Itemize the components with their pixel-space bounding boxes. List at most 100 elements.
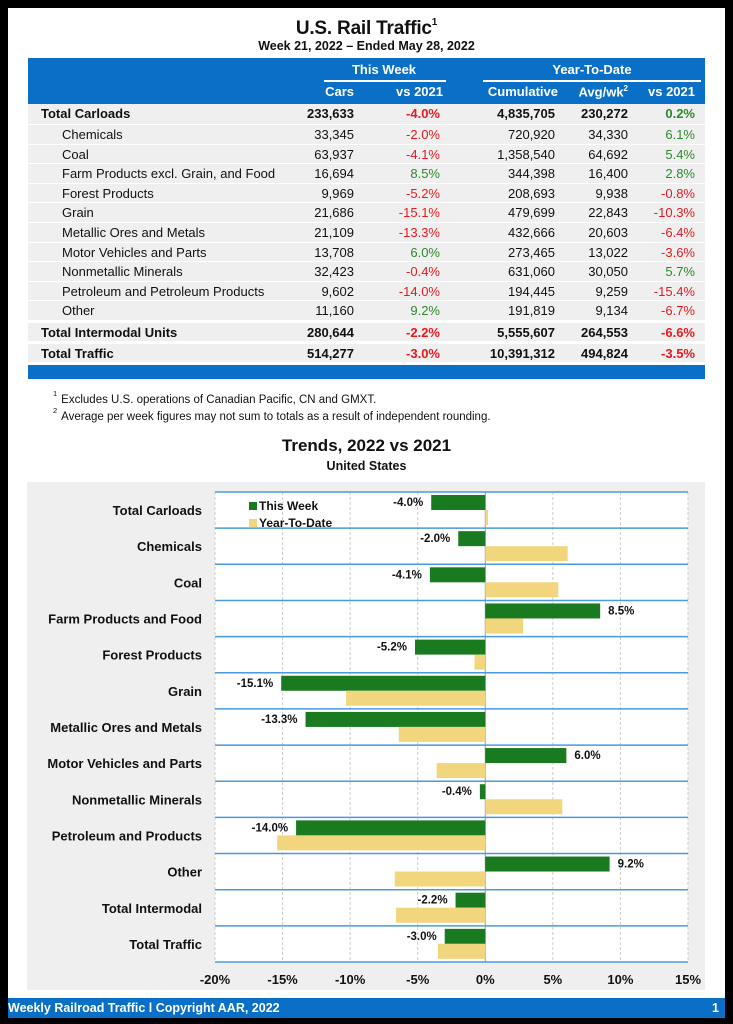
avg-wk-value: 30,050 — [588, 264, 628, 280]
x-tick-label: -20% — [200, 972, 231, 987]
footnote-mark: 2 — [53, 406, 58, 415]
col-header-vs-week: vs 2021 — [396, 84, 443, 99]
bar-year-to-date — [474, 654, 486, 670]
category-label: Chemicals — [137, 539, 202, 554]
row-label: Grain — [62, 205, 94, 221]
page-subtitle: Week 21, 2022 – Ended May 28, 2022 — [258, 39, 475, 53]
data-label: -2.2% — [418, 895, 448, 907]
legend-label-ytd: Year-To-Date — [259, 516, 332, 530]
vs-2021-week-value: -3.0% — [406, 345, 440, 361]
row-label: Coal — [62, 146, 89, 162]
data-label: 9.2% — [618, 859, 644, 871]
cumulative-value: 191,819 — [508, 303, 555, 319]
data-label: -5.2% — [377, 642, 407, 654]
table-row: Total Carloads 233,633 -4.0% 4,835,705 230,2… — [28, 104, 705, 125]
group-underline — [483, 80, 701, 82]
vs-2021-ytd-value: -0.8% — [661, 185, 695, 201]
legend-label-this-week: This Week — [259, 499, 318, 513]
bar-year-to-date — [346, 690, 486, 706]
cars-value: 9,969 — [321, 185, 354, 201]
bar-this-week — [458, 531, 486, 547]
row-label: Chemicals — [62, 127, 123, 142]
page-title: U.S. Rail Traffic1 — [8, 16, 725, 40]
footnote-2: 2Average per week figures may not sum to… — [53, 406, 491, 423]
row-label: Motor Vehicles and Parts — [62, 244, 207, 260]
footnote-text: Average per week figures may not sum to … — [61, 410, 491, 423]
table-footer-bar — [28, 364, 705, 379]
row-label: Nonmetallic Minerals — [62, 264, 183, 280]
col-header-cars: Cars — [325, 84, 354, 99]
avg-footnote-mark: 2 — [623, 84, 628, 93]
cars-value: 233,633 — [307, 106, 354, 121]
data-label: -14.0% — [252, 822, 288, 834]
category-label: Nonmetallic Minerals — [72, 792, 202, 807]
x-tick-label: 5% — [543, 972, 562, 987]
table-row: Motor Vehicles and Parts 13,708 6.0% 273,46… — [28, 242, 705, 263]
page: U.S. Rail Traffic1 Week 21, 2022 – Ended… — [8, 8, 725, 1018]
data-label: -0.4% — [442, 786, 472, 798]
footer-copyright: Weekly Railroad Traffic l Copyright AAR,… — [8, 1001, 280, 1015]
vs-2021-week-value: -2.2% — [406, 324, 440, 340]
row-label: Other — [62, 303, 95, 319]
category-label: Grain — [168, 684, 202, 699]
col-header-cumulative: Cumulative — [487, 84, 558, 99]
bar-this-week — [485, 748, 567, 764]
cumulative-value: 344,398 — [508, 166, 555, 182]
bar-year-to-date — [485, 799, 563, 815]
legend-swatch-this-week — [249, 502, 257, 510]
cars-value: 21,686 — [314, 205, 354, 221]
cars-value: 11,160 — [315, 303, 354, 319]
title-text: U.S. Rail Traffic — [295, 18, 432, 39]
category-label: Total Traffic — [129, 937, 202, 952]
footnote-1: 1Excludes U.S. operations of Canadian Pa… — [53, 389, 377, 406]
x-tick-label: -5% — [406, 972, 430, 987]
bar-this-week — [444, 928, 486, 944]
vs-2021-ytd-value: 6.1% — [665, 127, 695, 142]
bar-this-week — [281, 675, 486, 691]
footnote-text: Excludes U.S. operations of Canadian Pac… — [61, 393, 377, 406]
title-footnote-mark: 1 — [431, 16, 438, 28]
col-header-avg-wk: Avg/wk2 — [579, 84, 628, 99]
avg-wk-value: 16,400 — [588, 166, 628, 182]
category-label: Metallic Ores and Metals — [50, 720, 202, 735]
vs-2021-ytd-value: -6.4% — [661, 224, 695, 240]
cars-value: 32,423 — [314, 264, 354, 280]
avg-wk-value: 9,938 — [595, 185, 628, 201]
vs-2021-week-value: -13.3% — [398, 224, 440, 240]
category-label: Coal — [174, 575, 202, 590]
vs-2021-ytd-value: -10.3% — [653, 205, 695, 221]
data-label: -15.1% — [237, 678, 273, 690]
avg-wk-value: 264,553 — [581, 324, 628, 340]
legend-swatch-ytd — [249, 519, 257, 527]
avg-wk-value: 9,259 — [595, 283, 628, 299]
chart-panel: -20% -15% -10% -5% 0% 5% 10% 15% Total Carloads -… — [27, 482, 705, 990]
data-label: -2.0% — [420, 533, 450, 545]
category-label: Other — [167, 865, 202, 880]
avg-wk-value: 34,330 — [588, 127, 628, 142]
table-row: Grain 21,686 -15.1% 479,699 22,843 -10.3% — [28, 203, 705, 223]
bar-year-to-date — [394, 871, 486, 887]
bar-year-to-date — [437, 943, 486, 959]
bar-this-week — [296, 820, 486, 836]
cars-value: 16,694 — [314, 166, 354, 182]
table-row: Other 11,160 9.2% 191,819 9,134 -6.7% — [28, 301, 705, 321]
category-label: Petroleum and Products — [52, 828, 202, 843]
vs-2021-week-value: 9.2% — [410, 303, 440, 319]
bar-year-to-date — [398, 726, 486, 742]
cumulative-value: 10,391,312 — [489, 345, 555, 361]
cumulative-value: 4,835,705 — [497, 106, 555, 121]
avg-wk-text: Avg/wk — [578, 84, 624, 100]
x-tick-label: 15% — [675, 972, 701, 987]
data-label: -4.0% — [393, 497, 423, 509]
avg-wk-value: 64,692 — [588, 146, 628, 162]
cumulative-value: 631,060 — [508, 264, 555, 280]
avg-wk-value: 494,824 — [581, 345, 628, 361]
cumulative-value: 479,699 — [508, 205, 555, 221]
traffic-table: This Week Year-To-Date Cars vs 2021 Cumu… — [28, 58, 705, 379]
row-label: Forest Products — [62, 185, 154, 201]
cumulative-value: 720,920 — [508, 127, 555, 142]
group-header-this-week: This Week — [351, 62, 417, 77]
vs-2021-week-value: -4.0% — [406, 106, 440, 121]
col-header-vs-ytd: vs 2021 — [648, 84, 695, 99]
category-label: Total Intermodal — [102, 901, 202, 916]
